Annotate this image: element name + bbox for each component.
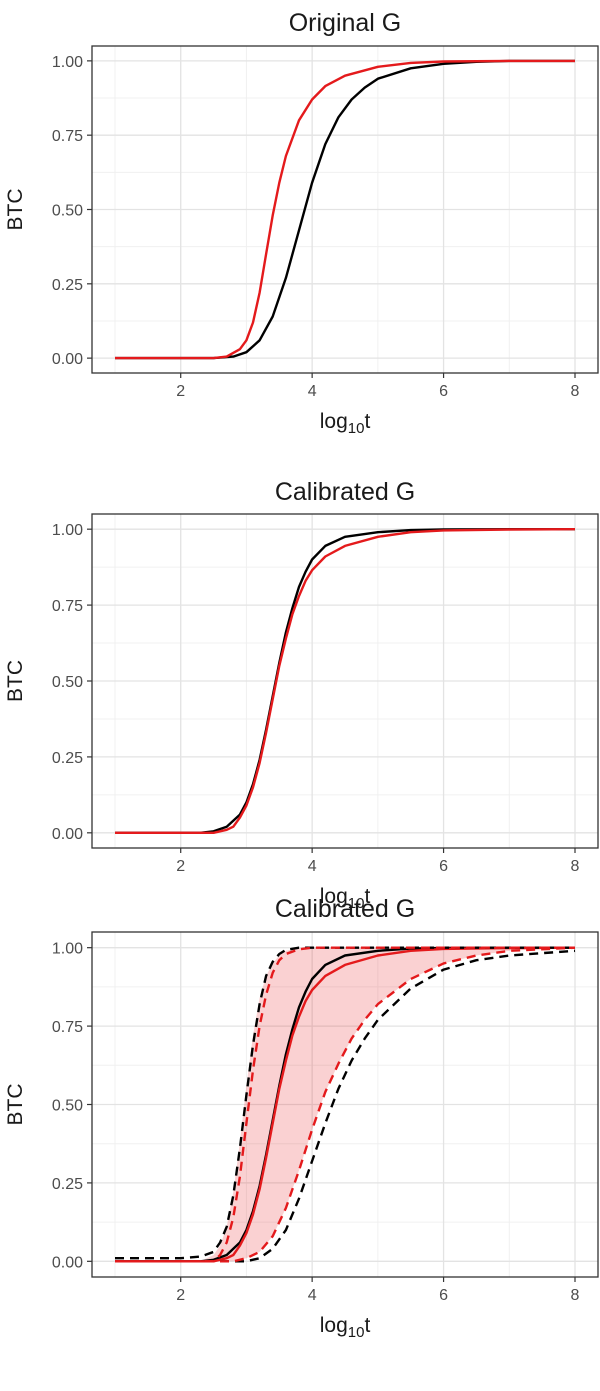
chart-title: Calibrated G <box>275 895 415 923</box>
x-tick-label: 6 <box>439 858 448 875</box>
y-tick-label: 1.00 <box>52 941 83 958</box>
series-line-1 <box>115 59 575 360</box>
chart-panel-2: 2 4 6 8 0.00 0.25 0.50 0.75 1.00 Calibrated G log1… <box>4 478 599 912</box>
y-tick-label: 1.00 <box>52 522 83 539</box>
x-tick-label: 6 <box>439 383 448 400</box>
y-tick-label: 0.25 <box>52 277 83 294</box>
chart-title: Calibrated G <box>275 478 415 506</box>
y-tick-label: 0.25 <box>52 750 83 767</box>
y-tick-label: 1.00 <box>52 54 83 71</box>
dashed-bound-line-3 <box>115 946 575 1260</box>
y-axis-title: BTC <box>4 189 27 231</box>
x-tick-label: 4 <box>308 383 317 400</box>
x-axis-title: log10t <box>320 885 371 912</box>
y-tick-label: 0.00 <box>52 826 83 843</box>
x-tick-label: 6 <box>439 1287 448 1304</box>
dashed-bound-line-4 <box>115 949 576 1263</box>
chart-title: Original G <box>289 9 402 37</box>
y-tick-label: 0.00 <box>52 1254 83 1271</box>
series-line-2 <box>115 528 576 834</box>
y-tick-label: 0.00 <box>52 351 83 368</box>
chart-panel-1: 2 4 6 8 0.00 0.25 0.50 0.75 1.00 Original G log10t… <box>4 9 599 437</box>
series-line-2 <box>115 59 575 360</box>
x-tick-label: 8 <box>571 383 580 400</box>
x-tick-label: 8 <box>571 1287 580 1304</box>
x-axis-title: log10t <box>320 1314 371 1341</box>
y-tick-label: 0.75 <box>52 128 83 145</box>
y-tick-label: 0.25 <box>52 1176 83 1193</box>
y-tick-label: 0.75 <box>52 598 83 615</box>
x-tick-label: 8 <box>571 858 580 875</box>
dashed-bound-line-5 <box>115 946 575 1263</box>
x-tick-label: 2 <box>176 383 185 400</box>
y-tick-label: 0.50 <box>52 674 83 691</box>
x-tick-label: 4 <box>308 1287 317 1304</box>
y-tick-label: 0.75 <box>52 1019 83 1036</box>
y-axis-title: BTC <box>4 1084 27 1126</box>
x-tick-label: 2 <box>176 858 185 875</box>
series-line-1 <box>115 946 575 1263</box>
x-axis-title: log10t <box>320 410 371 437</box>
series-line-2 <box>115 946 576 1263</box>
dashed-bound-line-6 <box>115 946 576 1263</box>
y-axis-title: BTC <box>4 660 27 702</box>
confidence-band <box>115 947 575 1262</box>
y-tick-label: 0.50 <box>52 203 83 220</box>
x-tick-label: 4 <box>308 858 317 875</box>
y-tick-label: 0.50 <box>52 1098 83 1115</box>
series-line-1 <box>115 528 575 834</box>
chart-panel-3: 2 4 6 8 0.00 0.25 0.50 0.75 1.00 Calibrated G log1… <box>4 895 599 1341</box>
x-tick-label: 2 <box>176 1287 185 1304</box>
